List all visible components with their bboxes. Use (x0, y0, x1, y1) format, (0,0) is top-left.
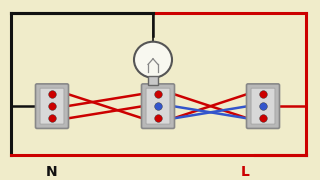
Text: N: N (46, 165, 58, 179)
FancyBboxPatch shape (141, 84, 174, 129)
Text: L: L (241, 165, 249, 179)
FancyBboxPatch shape (251, 88, 275, 124)
FancyBboxPatch shape (40, 88, 64, 124)
FancyBboxPatch shape (146, 88, 170, 124)
FancyBboxPatch shape (36, 84, 68, 129)
Bar (148, 76, 158, 85)
Circle shape (134, 42, 172, 78)
FancyBboxPatch shape (246, 84, 279, 129)
